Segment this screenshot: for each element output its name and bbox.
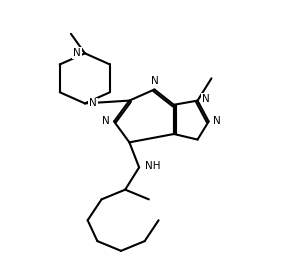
Text: NH: NH <box>145 161 160 171</box>
Text: N: N <box>213 117 221 126</box>
Text: N: N <box>73 48 81 58</box>
Text: N: N <box>202 94 209 104</box>
Text: N: N <box>151 76 158 86</box>
Text: N: N <box>89 98 97 108</box>
Text: N: N <box>102 117 110 126</box>
